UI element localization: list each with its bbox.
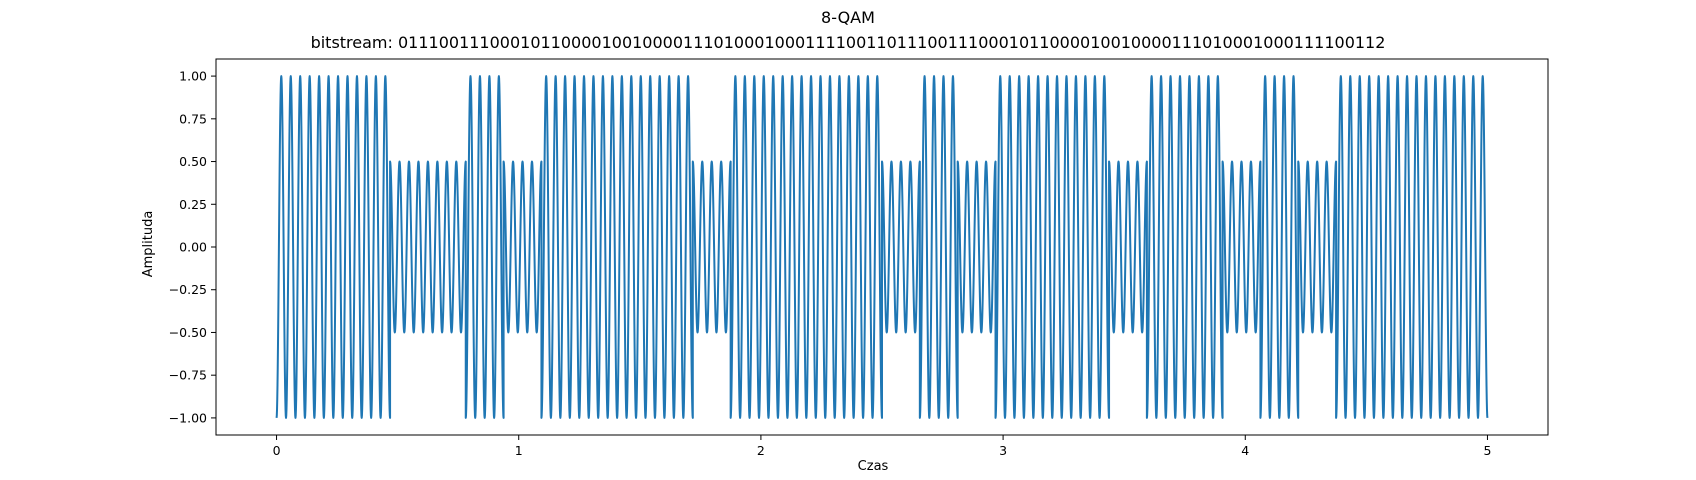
y-tick-label: 0.00 <box>179 240 207 255</box>
plot-area <box>215 58 1549 436</box>
x-axis-label: Czas <box>858 459 889 474</box>
y-axis-label: Amplituda <box>141 211 156 278</box>
x-tick-label: 4 <box>1241 443 1249 458</box>
y-tick-label: 0.50 <box>179 154 207 169</box>
y-tick-label: −0.25 <box>169 282 207 297</box>
x-tick-label: 1 <box>515 443 523 458</box>
y-tick-label: 1.00 <box>179 69 207 84</box>
signal-line <box>275 75 1489 419</box>
x-tick-label: 3 <box>999 443 1007 458</box>
y-tick-label: 0.25 <box>179 197 207 212</box>
x-tick-label: 2 <box>757 443 765 458</box>
y-tick-label: −0.75 <box>169 368 207 383</box>
chart-subtitle: bitstream: 01110011100010110000100100001… <box>311 33 1386 52</box>
chart-title: 8-QAM <box>821 8 875 27</box>
x-tick-label: 0 <box>273 443 281 458</box>
x-tick-label: 5 <box>1483 443 1491 458</box>
y-tick-label: −1.00 <box>169 410 207 425</box>
y-tick-label: 0.75 <box>179 111 207 126</box>
x-axis-ticks: 0 1 2 3 4 5 <box>273 435 1491 458</box>
y-tick-label: −0.50 <box>169 325 207 340</box>
y-axis-ticks: −1.00 −0.75 −0.50 −0.25 0.00 0.25 0.50 0.75 1.00 <box>169 69 216 425</box>
